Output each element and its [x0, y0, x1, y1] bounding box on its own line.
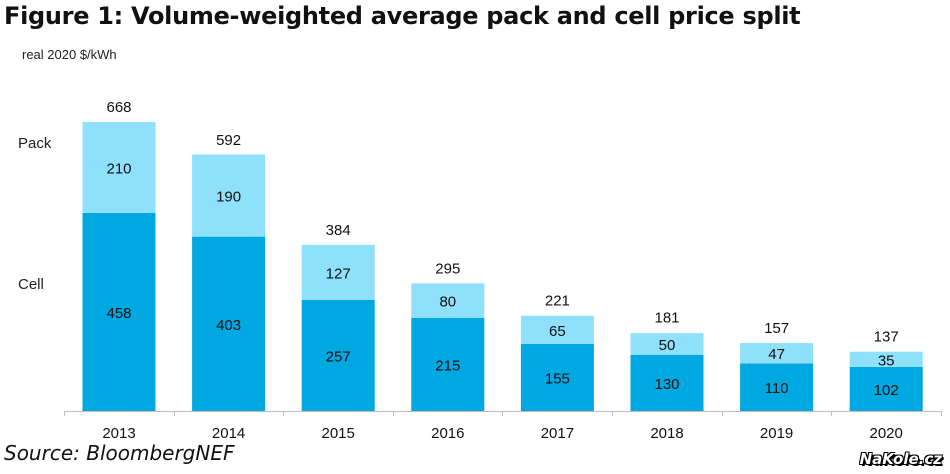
x-tick-label: 2014	[212, 425, 245, 442]
legend-label-cell: Cell	[18, 276, 44, 293]
data-label-cell: 110	[765, 380, 789, 397]
bar-segment-pack	[520, 315, 594, 344]
data-label-cell: 102	[874, 382, 899, 399]
data-label-cell: 155	[545, 370, 570, 387]
total-label: 592	[216, 132, 241, 149]
data-label-cell: 257	[326, 348, 351, 365]
x-tick-label: 2018	[650, 425, 683, 442]
source-note: Source: BloombergNEF	[4, 441, 235, 465]
bar-segment-pack	[849, 351, 923, 367]
x-tick-label: 2015	[322, 425, 355, 442]
data-label-pack: 80	[439, 294, 456, 311]
bar-segment-cell	[520, 343, 594, 411]
bar-segment-pack	[630, 333, 704, 355]
watermark: NaKole.cz	[859, 450, 942, 468]
x-tick-label: 2019	[760, 425, 793, 442]
total-label: 668	[106, 99, 131, 116]
bar-segment-cell	[740, 363, 814, 411]
data-label-cell: 403	[216, 317, 241, 334]
x-tick-label: 2017	[541, 425, 574, 442]
data-label-pack: 47	[768, 346, 785, 363]
bar-segment-pack	[301, 244, 375, 300]
data-label-cell: 215	[435, 357, 460, 374]
data-label-pack: 210	[106, 160, 131, 177]
data-label-cell: 130	[654, 376, 679, 393]
data-label-pack: 127	[326, 265, 351, 282]
data-label-pack: 35	[878, 352, 895, 369]
total-label: 137	[874, 329, 899, 346]
bar-segment-cell	[301, 299, 375, 411]
x-tick-label: 2020	[870, 425, 903, 442]
bar-segment-pack	[740, 343, 814, 364]
legend-label-pack: Pack	[18, 135, 52, 152]
bar-segment-pack	[192, 154, 266, 237]
x-tick-label: 2016	[431, 425, 464, 442]
data-label-cell: 458	[106, 305, 131, 322]
total-label: 295	[435, 260, 460, 277]
bar-segment-cell	[411, 317, 485, 411]
bar-segment-pack	[411, 283, 485, 318]
bar-segment-cell	[630, 354, 704, 411]
chart-title: Figure 1: Volume-weighted average pack a…	[4, 2, 801, 30]
data-label-pack: 50	[659, 337, 676, 354]
y-axis-unit-label: real 2020 $/kWh	[22, 47, 117, 62]
data-label-pack: 65	[549, 323, 566, 340]
bar-segment-pack	[82, 122, 156, 213]
bar-segment-cell	[192, 236, 266, 411]
total-label: 384	[326, 222, 351, 239]
bar-segment-cell	[82, 212, 156, 411]
total-label: 157	[764, 320, 789, 337]
total-label: 221	[545, 292, 570, 309]
total-label: 181	[654, 310, 679, 327]
bar-segment-cell	[849, 366, 923, 411]
data-label-pack: 190	[216, 189, 241, 206]
x-tick-label: 2013	[102, 425, 135, 442]
